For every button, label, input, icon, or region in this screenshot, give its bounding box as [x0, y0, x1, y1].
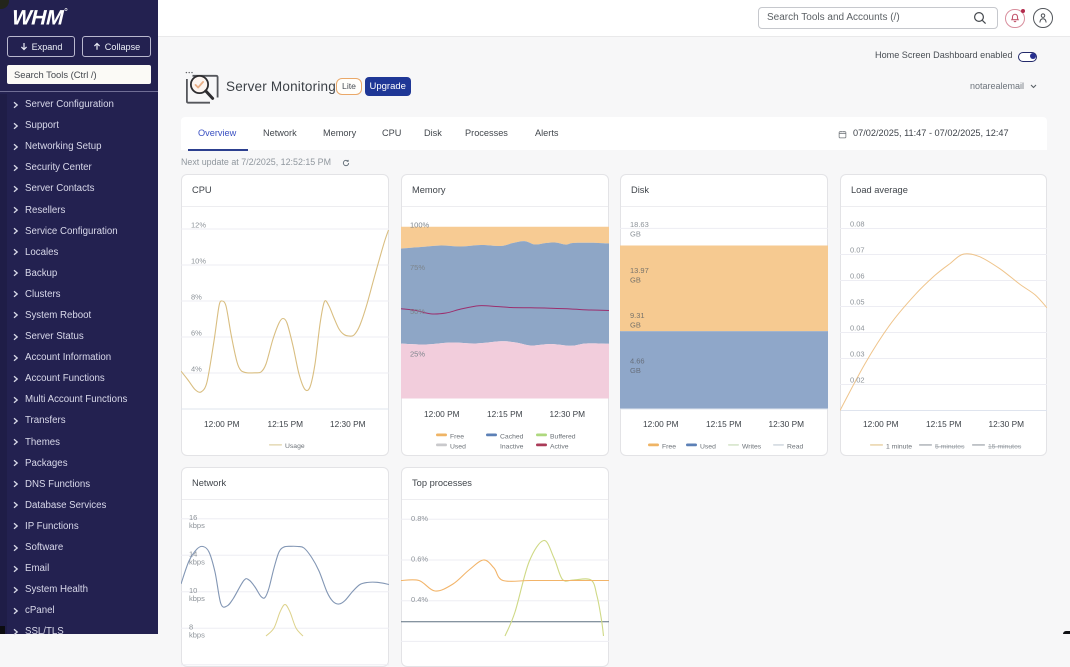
svg-text:13.97: 13.97	[630, 266, 649, 275]
svg-text:25%: 25%	[410, 350, 425, 359]
svg-text:100%: 100%	[410, 221, 430, 230]
svg-text:Buffered: Buffered	[550, 434, 576, 441]
svg-text:12:30 PM: 12:30 PM	[989, 419, 1025, 429]
svg-text:GB: GB	[630, 230, 641, 239]
svg-text:50%: 50%	[410, 307, 425, 316]
svg-text:4.66: 4.66	[630, 357, 645, 366]
svg-text:0.04: 0.04	[850, 324, 865, 333]
svg-text:12:00 PM: 12:00 PM	[863, 419, 899, 429]
svg-text:kbps: kbps	[189, 631, 205, 640]
svg-text:0.03: 0.03	[850, 350, 865, 359]
svg-text:Used: Used	[700, 444, 716, 451]
svg-text:12:15 PM: 12:15 PM	[706, 419, 742, 429]
svg-text:GB: GB	[630, 366, 641, 375]
svg-text:0.6%: 0.6%	[411, 555, 428, 564]
svg-text:Used: Used	[450, 444, 466, 451]
svg-text:5 minutes: 5 minutes	[935, 444, 965, 451]
svg-text:8: 8	[189, 623, 193, 632]
svg-text:kbps: kbps	[189, 594, 205, 603]
svg-text:12:00 PM: 12:00 PM	[424, 409, 460, 419]
svg-text:15 minutes: 15 minutes	[988, 444, 1022, 451]
svg-text:75%: 75%	[410, 263, 425, 272]
svg-text:12:15 PM: 12:15 PM	[268, 419, 304, 429]
svg-text:10: 10	[189, 586, 197, 595]
svg-text:0.8%: 0.8%	[411, 514, 428, 523]
svg-text:0.07: 0.07	[850, 246, 865, 255]
svg-text:9.31: 9.31	[630, 311, 645, 320]
svg-text:4%: 4%	[191, 365, 202, 374]
svg-text:12:15 PM: 12:15 PM	[487, 409, 523, 419]
svg-text:Free: Free	[450, 434, 464, 441]
svg-text:WHM: WHM	[11, 6, 66, 30]
svg-text:Active: Active	[550, 444, 569, 451]
svg-text:0.08: 0.08	[850, 220, 865, 229]
svg-text:0.05: 0.05	[850, 298, 865, 307]
svg-text:12:30 PM: 12:30 PM	[330, 419, 366, 429]
svg-text:12:00 PM: 12:00 PM	[204, 419, 240, 429]
svg-text:Cached: Cached	[500, 434, 524, 441]
svg-text:18.63: 18.63	[630, 220, 649, 229]
svg-text:12%: 12%	[191, 221, 206, 230]
svg-text:12:30 PM: 12:30 PM	[769, 419, 805, 429]
svg-text:0.4%: 0.4%	[411, 595, 428, 604]
svg-text:8%: 8%	[191, 293, 202, 302]
svg-text:kbps: kbps	[189, 521, 205, 530]
svg-text:1 minute: 1 minute	[886, 444, 912, 451]
svg-text:Free: Free	[662, 444, 676, 451]
svg-text:12:15 PM: 12:15 PM	[926, 419, 962, 429]
svg-text:GB: GB	[630, 321, 641, 330]
svg-text:Inactive: Inactive	[500, 444, 524, 451]
svg-text:Read: Read	[787, 444, 803, 451]
svg-text:6%: 6%	[191, 329, 202, 338]
svg-text:GB: GB	[630, 275, 641, 284]
svg-text:12:00 PM: 12:00 PM	[643, 419, 679, 429]
svg-text:10%: 10%	[191, 257, 206, 266]
svg-text:Usage: Usage	[285, 443, 305, 450]
svg-text:0.02: 0.02	[850, 376, 865, 385]
svg-text:kbps: kbps	[189, 558, 205, 567]
svg-text:12:30 PM: 12:30 PM	[550, 409, 586, 419]
svg-text:Writes: Writes	[742, 444, 762, 451]
svg-text:0.06: 0.06	[850, 272, 865, 281]
svg-text:16: 16	[189, 513, 197, 522]
